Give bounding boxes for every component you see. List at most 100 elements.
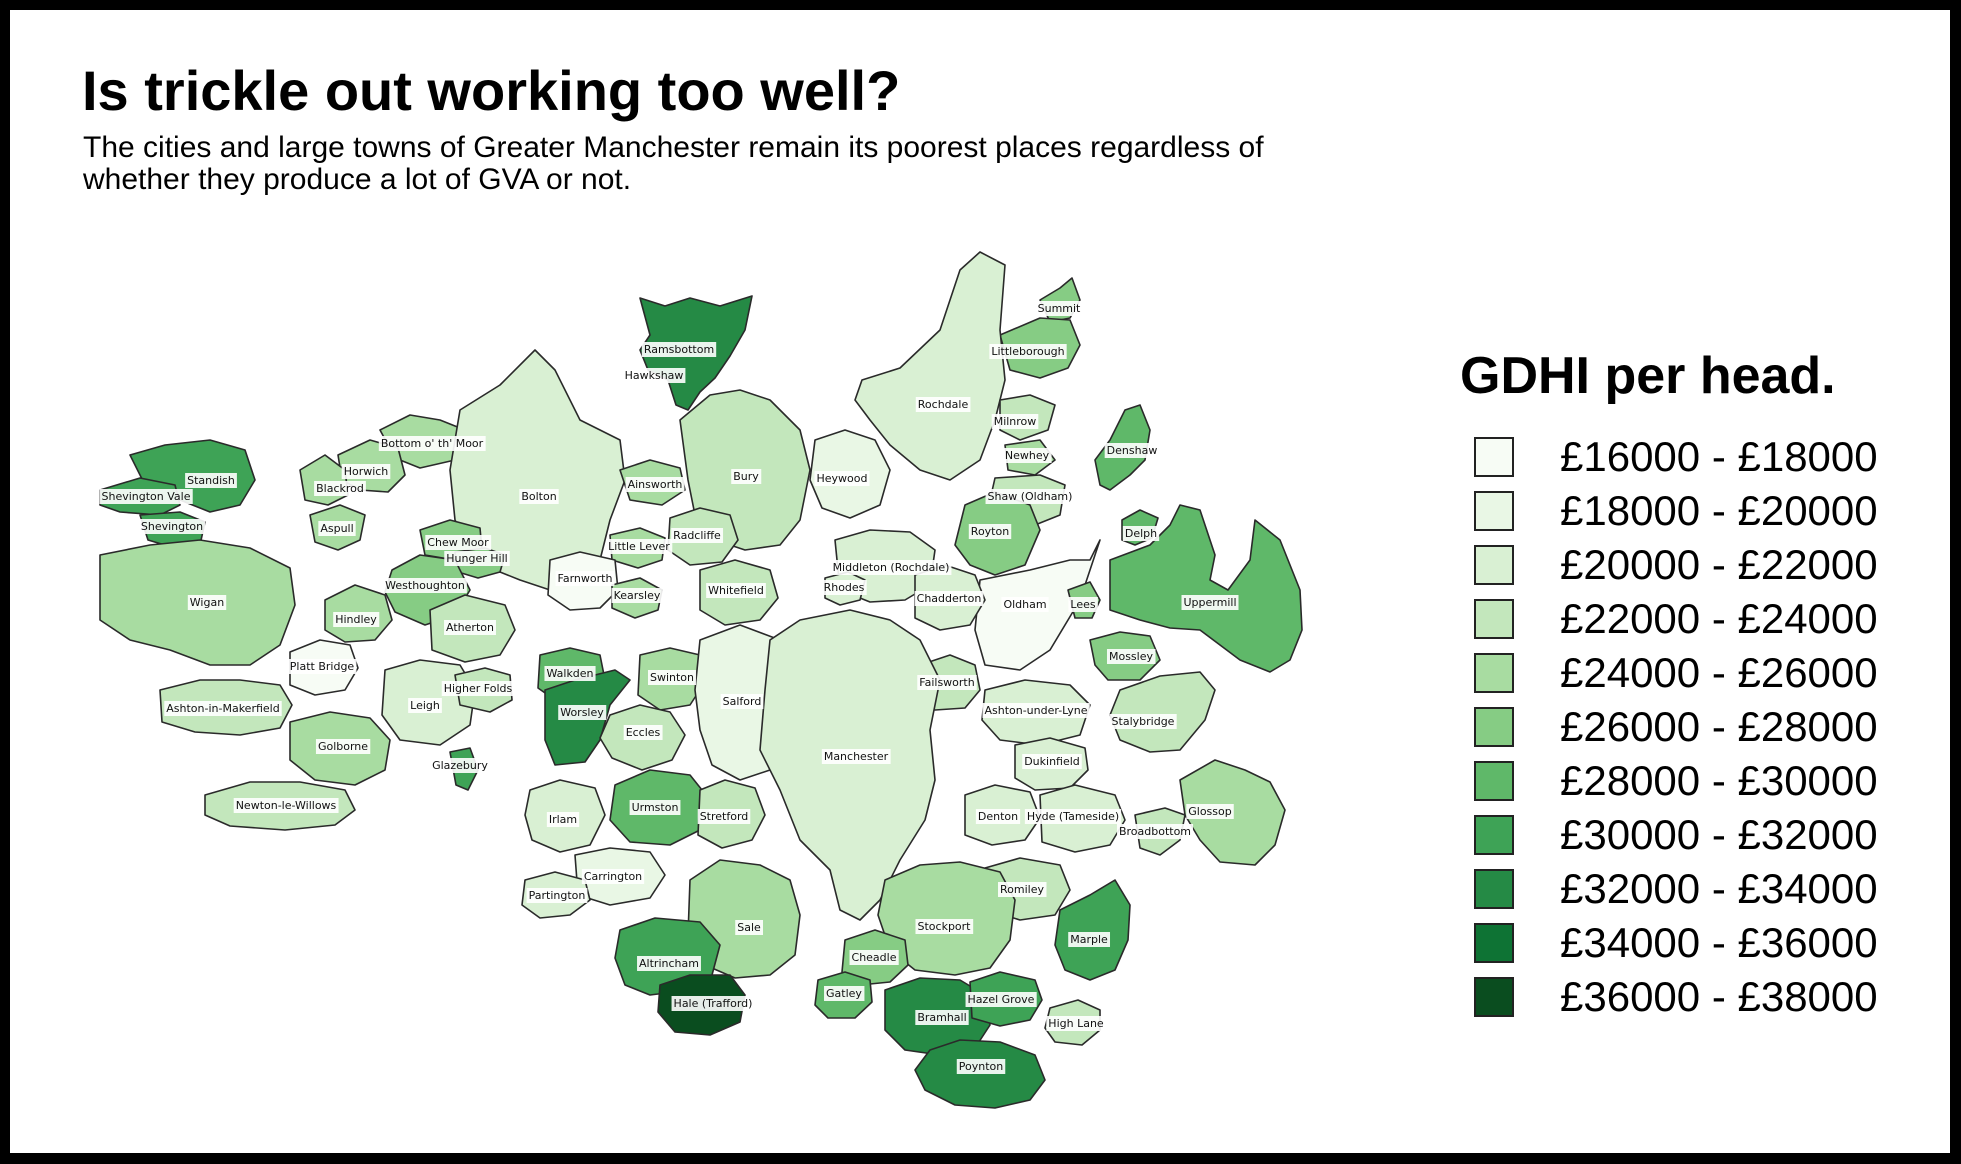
- label-background: [185, 473, 237, 488]
- place-label-lees: Lees: [1068, 597, 1098, 612]
- label-background: [1024, 809, 1122, 824]
- place-label-leigh: Leigh: [408, 698, 442, 713]
- place-label-standish: Standish: [185, 473, 237, 488]
- legend-item: £28000 - £30000: [1456, 754, 1878, 808]
- place-label-stockport: Stockport: [915, 919, 974, 934]
- place-label-swinton: Swinton: [647, 670, 697, 685]
- region-stalybridge: [1109, 671, 1216, 753]
- place-name: Leigh: [410, 699, 440, 712]
- place-label-hindley: Hindley: [333, 612, 380, 627]
- place-label-altrincham: Altrincham: [637, 956, 701, 971]
- place-name: Glossop: [1188, 805, 1232, 818]
- label-background: [1068, 597, 1098, 612]
- place-name: Bolton: [521, 490, 556, 503]
- label-background: [138, 519, 206, 534]
- place-label-bottom-o-th-moor: Bottom o' th' Moor: [378, 436, 486, 451]
- place-name: Marple: [1070, 933, 1108, 946]
- place-label-atherton: Atherton: [444, 620, 496, 635]
- place-label-aspull: Aspull: [318, 521, 356, 536]
- label-background: [824, 986, 865, 1001]
- place-label-shevington-vale: Shevington Vale: [99, 489, 193, 504]
- place-label-farnworth: Farnworth: [555, 571, 615, 586]
- label-background: [1186, 804, 1234, 819]
- place-name: Golborne: [318, 740, 368, 753]
- place-label-golborne: Golborne: [315, 739, 371, 754]
- place-name: Standish: [187, 474, 235, 487]
- place-label-dukinfield: Dukinfield: [1022, 754, 1082, 769]
- place-name: Kearsley: [614, 589, 661, 602]
- legend-title: GDHI per head.: [1460, 347, 1836, 405]
- legend-label: £22000 - £24000: [1560, 595, 1878, 642]
- label-background: [735, 920, 764, 935]
- label-background: [164, 701, 282, 716]
- label-background: [546, 812, 580, 827]
- place-label-sale: Sale: [735, 920, 764, 935]
- place-name: Poynton: [959, 1060, 1003, 1073]
- label-background: [606, 539, 673, 554]
- place-name: Ashton-under-Lyne: [984, 704, 1087, 717]
- label-background: [915, 1010, 969, 1025]
- place-label-westhoughton: Westhoughton: [383, 578, 467, 593]
- place-name: Royton: [971, 525, 1009, 538]
- place-label-carrington: Carrington: [581, 869, 645, 884]
- place-name: Sale: [737, 921, 761, 934]
- legend-swatch: [1474, 923, 1514, 963]
- place-label-eccles: Eccles: [623, 725, 663, 740]
- place-label-stalybridge: Stalybridge: [1109, 714, 1177, 729]
- label-background: [430, 758, 491, 773]
- label-background: [821, 749, 891, 764]
- place-label-glazebury: Glazebury: [430, 758, 491, 773]
- map-title: Is trickle out working too well?: [82, 59, 901, 122]
- place-label-summit: Summit: [1035, 301, 1084, 316]
- legend-item: £16000 - £18000: [1456, 430, 1878, 484]
- place-name: Wigan: [190, 596, 224, 609]
- label-background: [1035, 301, 1084, 316]
- place-name: Horwich: [344, 465, 389, 478]
- place-name: Glazebury: [432, 759, 488, 772]
- label-background: [526, 888, 588, 903]
- legend-swatch: [1474, 437, 1514, 477]
- legend-label: £28000 - £30000: [1560, 757, 1878, 804]
- place-name: Summit: [1038, 302, 1081, 315]
- label-background: [441, 681, 515, 696]
- place-name: Little Lever: [608, 540, 670, 553]
- label-background: [989, 344, 1067, 359]
- label-background: [956, 1059, 1006, 1074]
- place-label-ramsbottom: Ramsbottom: [641, 342, 717, 357]
- place-label-walkden: Walkden: [544, 666, 596, 681]
- map-subtitle: The cities and large towns of Greater Ma…: [83, 131, 1264, 196]
- label-background: [408, 698, 442, 713]
- place-label-failsworth: Failsworth: [917, 675, 977, 690]
- place-name: Bottom o' th' Moor: [381, 437, 484, 450]
- place-name: Stalybridge: [1112, 715, 1175, 728]
- label-background: [233, 798, 339, 813]
- place-name: Romiley: [1000, 883, 1044, 896]
- label-background: [671, 996, 755, 1011]
- legend-swatch: [1474, 491, 1514, 531]
- place-name: Higher Folds: [444, 682, 513, 695]
- place-name: Hyde (Tameside): [1027, 810, 1119, 823]
- label-background: [544, 666, 596, 681]
- place-label-littleborough: Littleborough: [989, 344, 1067, 359]
- place-label-middleton-rochdale: Middleton (Rochdale): [830, 560, 952, 575]
- place-name: Newton-le-Willows: [236, 799, 337, 812]
- legend-item: £24000 - £26000: [1456, 646, 1878, 700]
- place-name: Chew Moor: [427, 536, 489, 549]
- label-background: [623, 725, 663, 740]
- place-name: Mossley: [1109, 650, 1154, 663]
- label-background: [1106, 649, 1156, 664]
- legend-item: £30000 - £32000: [1456, 808, 1878, 862]
- place-label-newton-le-willows: Newton-le-Willows: [233, 798, 339, 813]
- label-background: [287, 659, 357, 674]
- label-background: [1104, 443, 1160, 458]
- region-uppermill: [1109, 504, 1303, 673]
- label-background: [720, 694, 764, 709]
- label-background: [641, 342, 717, 357]
- legend-swatch: [1474, 815, 1514, 855]
- place-name: Atherton: [446, 621, 494, 634]
- label-background: [444, 551, 510, 566]
- place-name: Dukinfield: [1024, 755, 1080, 768]
- place-name: Carrington: [584, 870, 642, 883]
- place-name: Hunger Hill: [446, 552, 507, 565]
- place-name: Westhoughton: [385, 579, 465, 592]
